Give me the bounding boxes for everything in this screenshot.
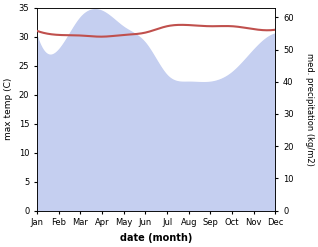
Y-axis label: max temp (C): max temp (C)	[4, 78, 13, 140]
X-axis label: date (month): date (month)	[120, 233, 192, 243]
Y-axis label: med. precipitation (kg/m2): med. precipitation (kg/m2)	[305, 53, 314, 165]
